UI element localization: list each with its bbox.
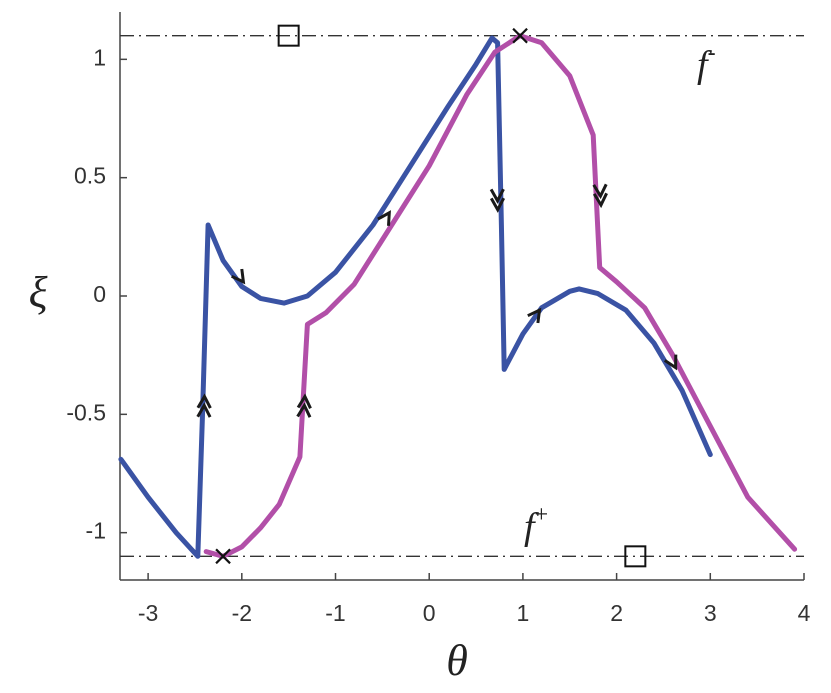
y-tick-label: 0	[93, 281, 106, 307]
x-tick-label: 0	[423, 600, 436, 626]
annotation: f-	[697, 40, 716, 86]
direction-arrow	[527, 307, 542, 324]
y-tick-label: 0.5	[74, 163, 106, 189]
x-tick-label: 3	[704, 600, 717, 626]
cross-marker	[215, 548, 231, 565]
curve	[203, 33, 798, 559]
y-tick-label: -0.5	[66, 399, 106, 425]
direction-arrow	[231, 268, 246, 285]
cross-marker	[512, 27, 528, 44]
curve	[118, 35, 713, 559]
direction-arrow	[489, 188, 506, 213]
x-tick-label: -3	[138, 600, 158, 626]
direction-arrow	[663, 354, 678, 371]
x-tick-label: 2	[610, 600, 623, 626]
direction-arrow	[196, 393, 212, 418]
annotation: f+	[524, 502, 548, 548]
direction-arrow	[592, 183, 608, 209]
direction-arrow	[377, 210, 391, 226]
y-tick-label: -1	[86, 518, 106, 544]
x-axis-label: θ	[446, 636, 468, 685]
y-axis-label: ξ	[29, 268, 48, 317]
square-marker	[624, 545, 647, 568]
annotation-sup: +	[535, 502, 549, 528]
x-tick-label: 4	[798, 600, 811, 626]
x-tick-label: -2	[232, 600, 252, 626]
square-marker	[277, 24, 300, 47]
x-tick-label: -1	[325, 600, 345, 626]
x-tick-label: 1	[517, 600, 530, 626]
annotation-sup: -	[708, 40, 716, 66]
direction-arrow	[296, 393, 312, 418]
y-tick-label: 1	[93, 44, 106, 70]
